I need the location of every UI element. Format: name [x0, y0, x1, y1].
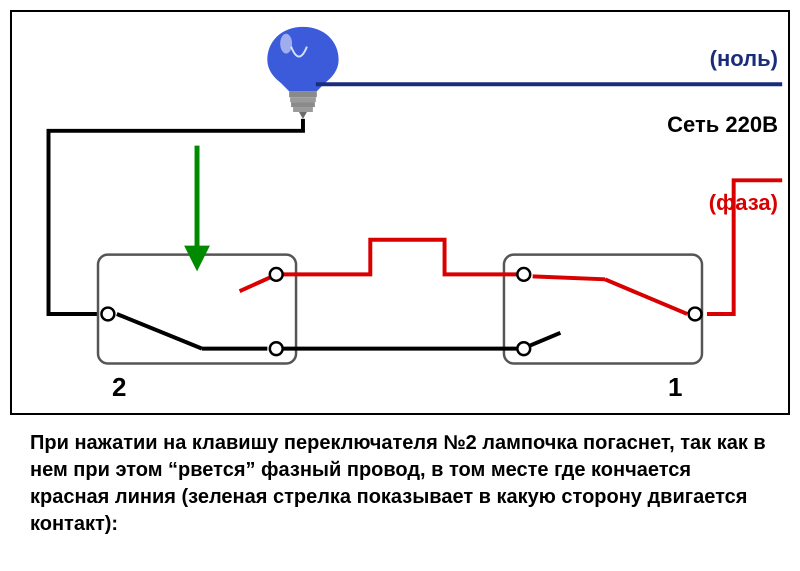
- wiring-diagram: [12, 12, 788, 413]
- switch-1-blade: [605, 279, 687, 314]
- diagram-frame: (ноль) Сеть 220В (фаза) 2 1: [10, 10, 790, 415]
- light-bulb-icon: [267, 27, 338, 119]
- traveler-top: [276, 240, 524, 275]
- caption-text: При нажатии на клавишу переключателя №2 …: [30, 430, 770, 538]
- switch-2-blade: [117, 314, 202, 349]
- switch-1-lower-stub: [530, 333, 561, 346]
- common-wire: [49, 119, 303, 314]
- switch-2-upper-stub: [240, 277, 271, 291]
- direction-arrow-icon: [184, 146, 210, 272]
- switch-1-blade-ext: [533, 276, 605, 279]
- phase-wire-in: [707, 180, 782, 314]
